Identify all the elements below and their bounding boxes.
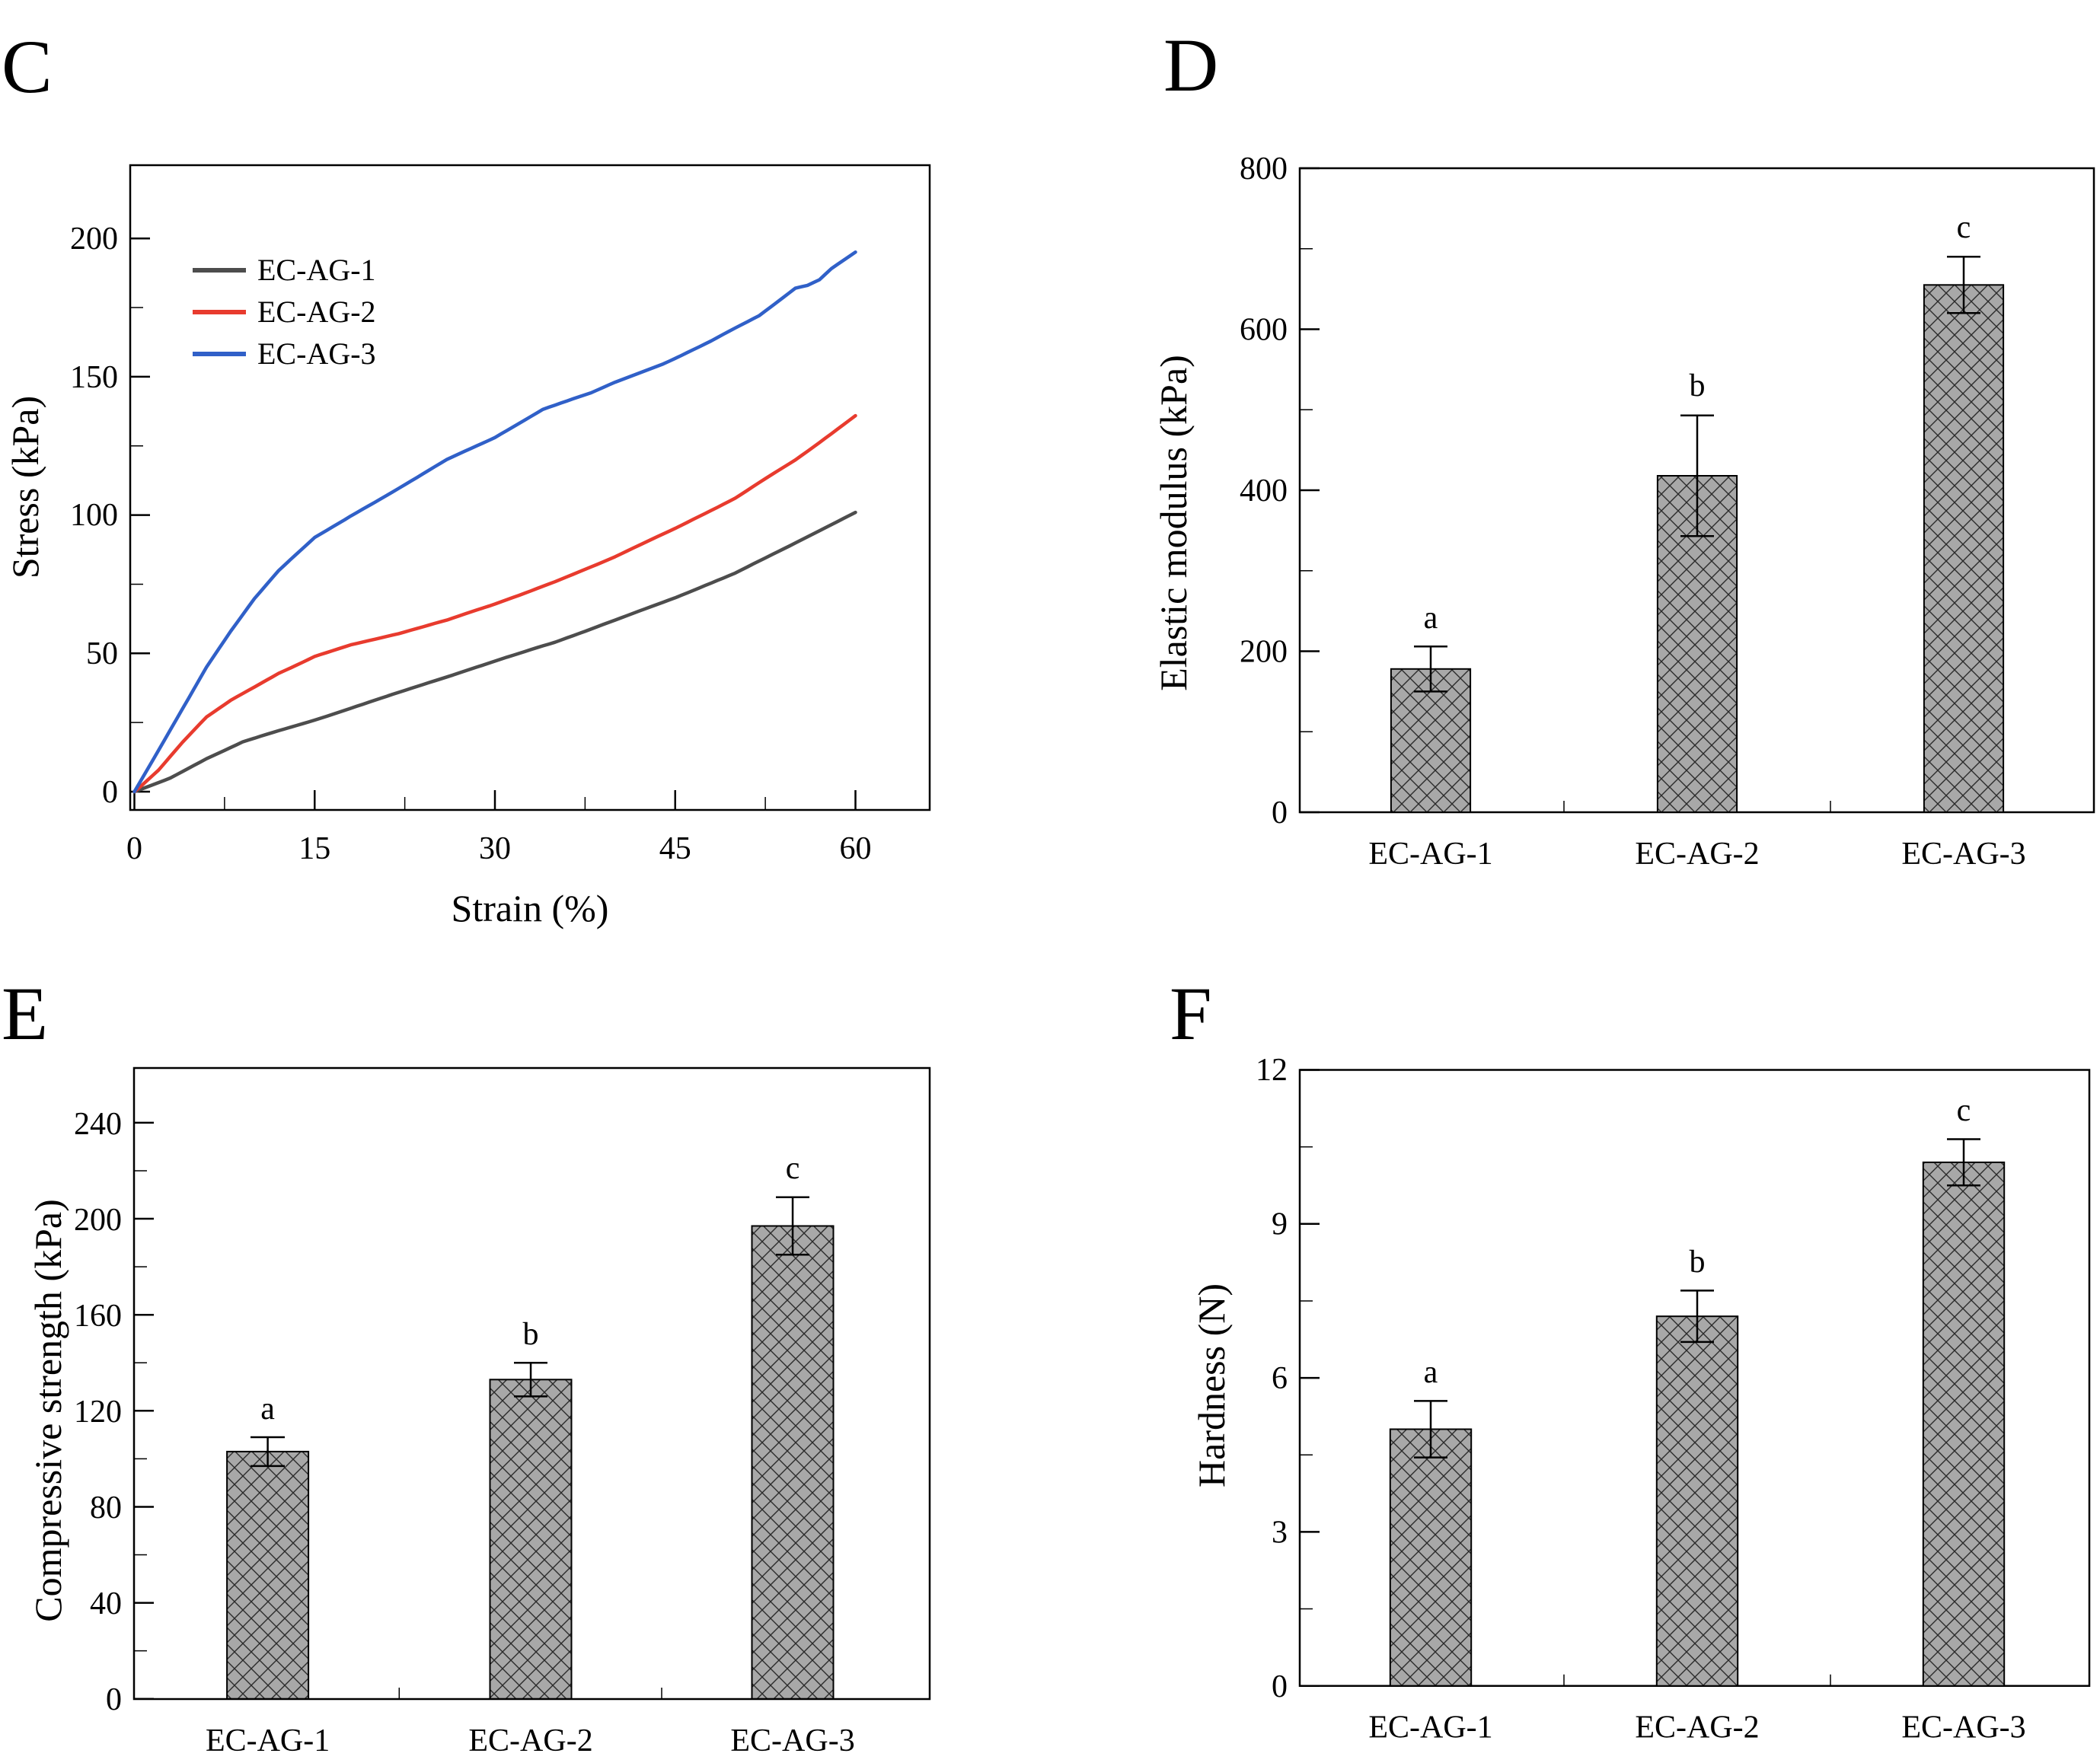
svg-text:200: 200 bbox=[70, 222, 118, 257]
svg-text:200: 200 bbox=[74, 1203, 122, 1238]
svg-text:9: 9 bbox=[1272, 1207, 1288, 1242]
svg-text:EC-AG-1: EC-AG-1 bbox=[1368, 1710, 1492, 1745]
svg-text:600: 600 bbox=[1240, 313, 1288, 348]
svg-text:C: C bbox=[2, 24, 53, 109]
svg-text:c: c bbox=[1957, 210, 1971, 245]
svg-text:EC-AG-3: EC-AG-3 bbox=[730, 1723, 854, 1758]
svg-text:15: 15 bbox=[298, 831, 330, 866]
svg-text:EC-AG-2: EC-AG-2 bbox=[1635, 837, 1759, 872]
svg-text:Elastic modulus (kPa): Elastic modulus (kPa) bbox=[1152, 355, 1195, 691]
svg-text:800: 800 bbox=[1240, 151, 1288, 187]
svg-text:150: 150 bbox=[70, 360, 118, 395]
svg-text:EC-AG-3: EC-AG-3 bbox=[257, 336, 376, 371]
svg-text:0: 0 bbox=[126, 831, 142, 866]
svg-text:0: 0 bbox=[1272, 1669, 1288, 1704]
svg-text:240: 240 bbox=[74, 1107, 122, 1142]
svg-text:200: 200 bbox=[1240, 635, 1288, 670]
svg-text:a: a bbox=[1424, 601, 1438, 636]
svg-text:120: 120 bbox=[74, 1395, 122, 1430]
svg-text:EC-AG-2: EC-AG-2 bbox=[468, 1723, 592, 1758]
svg-text:6: 6 bbox=[1272, 1361, 1288, 1396]
svg-text:0: 0 bbox=[1272, 795, 1288, 830]
svg-text:EC-AG-1: EC-AG-1 bbox=[1368, 837, 1492, 872]
svg-text:Hardness (N): Hardness (N) bbox=[1190, 1283, 1233, 1487]
svg-text:Compressive strength (kPa): Compressive strength (kPa) bbox=[27, 1199, 69, 1621]
svg-text:EC-AG-3: EC-AG-3 bbox=[1901, 837, 2025, 872]
svg-text:60: 60 bbox=[840, 831, 872, 866]
svg-text:b: b bbox=[1690, 368, 1706, 403]
svg-text:Stress (kPa): Stress (kPa) bbox=[4, 396, 46, 579]
svg-text:30: 30 bbox=[479, 831, 511, 866]
svg-text:E: E bbox=[2, 971, 48, 1056]
svg-text:c: c bbox=[786, 1151, 800, 1186]
svg-text:EC-AG-1: EC-AG-1 bbox=[257, 253, 376, 287]
svg-text:a: a bbox=[260, 1392, 275, 1427]
svg-text:EC-AG-2: EC-AG-2 bbox=[1635, 1710, 1759, 1745]
svg-text:100: 100 bbox=[70, 498, 118, 533]
svg-text:12: 12 bbox=[1256, 1053, 1288, 1088]
svg-text:b: b bbox=[523, 1317, 539, 1352]
svg-text:400: 400 bbox=[1240, 473, 1288, 508]
svg-text:45: 45 bbox=[659, 831, 691, 866]
svg-text:F: F bbox=[1170, 971, 1212, 1056]
svg-text:0: 0 bbox=[102, 775, 118, 810]
svg-text:c: c bbox=[1957, 1093, 1971, 1128]
svg-text:40: 40 bbox=[90, 1586, 122, 1621]
svg-text:EC-AG-1: EC-AG-1 bbox=[206, 1723, 330, 1758]
svg-text:EC-AG-2: EC-AG-2 bbox=[257, 295, 376, 329]
svg-text:3: 3 bbox=[1272, 1515, 1288, 1550]
svg-text:80: 80 bbox=[90, 1490, 122, 1525]
svg-text:a: a bbox=[1424, 1355, 1438, 1390]
svg-text:0: 0 bbox=[106, 1682, 122, 1717]
svg-text:50: 50 bbox=[86, 636, 118, 671]
svg-text:b: b bbox=[1690, 1245, 1706, 1280]
svg-text:160: 160 bbox=[74, 1299, 122, 1334]
svg-text:D: D bbox=[1163, 23, 1218, 107]
svg-text:EC-AG-3: EC-AG-3 bbox=[1901, 1710, 2025, 1745]
